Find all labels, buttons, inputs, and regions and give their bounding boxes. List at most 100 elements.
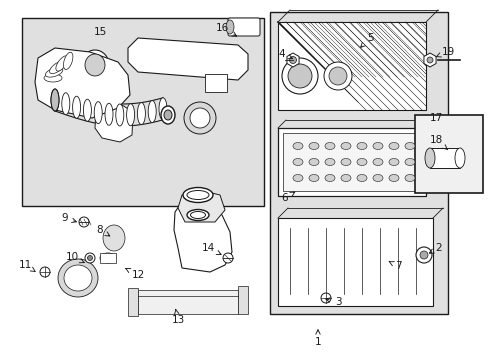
Text: 7: 7 <box>388 261 401 271</box>
Ellipse shape <box>116 104 123 126</box>
Bar <box>128 288 138 316</box>
Bar <box>283 133 420 191</box>
Text: 5: 5 <box>360 33 372 47</box>
Bar <box>278 22 425 110</box>
Ellipse shape <box>404 175 414 181</box>
Ellipse shape <box>325 158 334 166</box>
Circle shape <box>87 256 92 261</box>
Text: 11: 11 <box>19 260 35 271</box>
Ellipse shape <box>372 143 382 149</box>
Ellipse shape <box>61 93 70 115</box>
Bar <box>278 218 432 306</box>
Text: 16: 16 <box>215 23 236 36</box>
Text: 13: 13 <box>171 309 184 325</box>
Ellipse shape <box>72 96 81 118</box>
Circle shape <box>328 67 346 85</box>
Circle shape <box>85 253 95 263</box>
Ellipse shape <box>388 158 398 166</box>
Ellipse shape <box>83 99 91 121</box>
Bar <box>414 115 482 193</box>
Ellipse shape <box>186 190 208 199</box>
Ellipse shape <box>190 212 205 219</box>
Circle shape <box>419 251 427 259</box>
Ellipse shape <box>356 175 366 181</box>
Ellipse shape <box>148 100 156 122</box>
Circle shape <box>190 108 209 128</box>
Ellipse shape <box>56 56 68 71</box>
Ellipse shape <box>51 89 59 111</box>
Ellipse shape <box>308 143 318 149</box>
Circle shape <box>320 293 330 303</box>
Ellipse shape <box>85 54 105 76</box>
Ellipse shape <box>49 61 65 74</box>
Text: 14: 14 <box>201 243 221 255</box>
Ellipse shape <box>292 143 303 149</box>
Bar <box>22 18 264 206</box>
Polygon shape <box>128 38 247 80</box>
Polygon shape <box>178 190 224 222</box>
Ellipse shape <box>100 253 116 263</box>
Ellipse shape <box>404 158 414 166</box>
Circle shape <box>79 217 89 227</box>
Ellipse shape <box>388 175 398 181</box>
Ellipse shape <box>372 175 382 181</box>
Bar <box>278 128 425 196</box>
Ellipse shape <box>45 68 62 77</box>
Text: 6: 6 <box>281 192 294 203</box>
Text: 8: 8 <box>97 225 109 236</box>
Text: 18: 18 <box>428 135 447 150</box>
Polygon shape <box>95 105 133 142</box>
Text: 17: 17 <box>428 113 442 123</box>
Circle shape <box>426 57 432 63</box>
Bar <box>429 148 459 168</box>
Text: 4: 4 <box>278 49 292 59</box>
Ellipse shape <box>163 110 172 120</box>
Ellipse shape <box>325 143 334 149</box>
Ellipse shape <box>159 98 167 120</box>
Ellipse shape <box>183 188 213 202</box>
Ellipse shape <box>292 158 303 166</box>
Ellipse shape <box>186 210 208 220</box>
Circle shape <box>40 267 50 277</box>
Text: 9: 9 <box>61 213 76 223</box>
Text: 1: 1 <box>314 330 321 347</box>
Text: 2: 2 <box>428 243 442 253</box>
Circle shape <box>223 253 232 263</box>
Ellipse shape <box>137 103 145 125</box>
Ellipse shape <box>94 102 102 124</box>
Ellipse shape <box>81 50 109 80</box>
Ellipse shape <box>58 259 98 297</box>
Ellipse shape <box>356 143 366 149</box>
Text: 3: 3 <box>325 297 341 307</box>
Ellipse shape <box>292 175 303 181</box>
Bar <box>100 253 116 263</box>
Bar <box>204 74 226 92</box>
Ellipse shape <box>308 158 318 166</box>
Ellipse shape <box>51 89 59 111</box>
Bar <box>238 286 247 314</box>
Ellipse shape <box>103 225 125 251</box>
Ellipse shape <box>161 106 175 124</box>
Circle shape <box>289 57 296 63</box>
Ellipse shape <box>63 52 73 69</box>
Ellipse shape <box>356 158 366 166</box>
Ellipse shape <box>404 143 414 149</box>
Text: 19: 19 <box>435 47 454 57</box>
Polygon shape <box>174 198 231 272</box>
Circle shape <box>183 102 216 134</box>
Ellipse shape <box>105 103 113 125</box>
Ellipse shape <box>44 74 62 82</box>
Ellipse shape <box>126 104 134 126</box>
Ellipse shape <box>64 265 92 291</box>
Ellipse shape <box>325 175 334 181</box>
Circle shape <box>324 62 351 90</box>
Ellipse shape <box>225 20 234 34</box>
Ellipse shape <box>424 148 434 168</box>
Circle shape <box>282 58 317 94</box>
Circle shape <box>287 64 311 88</box>
Ellipse shape <box>372 158 382 166</box>
Text: 10: 10 <box>65 252 84 263</box>
Ellipse shape <box>388 143 398 149</box>
Circle shape <box>415 247 431 263</box>
Bar <box>269 12 447 314</box>
